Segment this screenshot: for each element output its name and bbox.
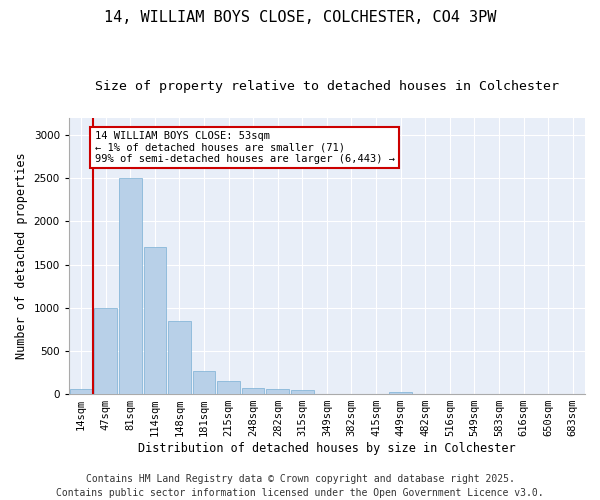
Bar (193, 371, 215, 394)
Bar (168, 320, 191, 394)
Text: Contains HM Land Registry data © Crown copyright and database right 2025.
Contai: Contains HM Land Registry data © Crown c… (56, 474, 544, 498)
Y-axis label: Number of detached properties: Number of detached properties (15, 152, 28, 359)
Bar (291, 390, 314, 394)
Bar (217, 381, 240, 394)
Bar (389, 392, 412, 394)
X-axis label: Distribution of detached houses by size in Colchester: Distribution of detached houses by size … (138, 442, 516, 455)
Bar (266, 390, 289, 394)
Title: Size of property relative to detached houses in Colchester: Size of property relative to detached ho… (95, 80, 559, 93)
Text: 14 WILLIAM BOYS CLOSE: 53sqm
← 1% of detached houses are smaller (71)
99% of sem: 14 WILLIAM BOYS CLOSE: 53sqm ← 1% of det… (95, 130, 395, 164)
Bar (94, 308, 117, 394)
Bar (143, 248, 166, 394)
Bar (242, 388, 265, 394)
Text: 14, WILLIAM BOYS CLOSE, COLCHESTER, CO4 3PW: 14, WILLIAM BOYS CLOSE, COLCHESTER, CO4 … (104, 10, 496, 25)
Bar (119, 178, 142, 394)
Bar (70, 389, 92, 394)
